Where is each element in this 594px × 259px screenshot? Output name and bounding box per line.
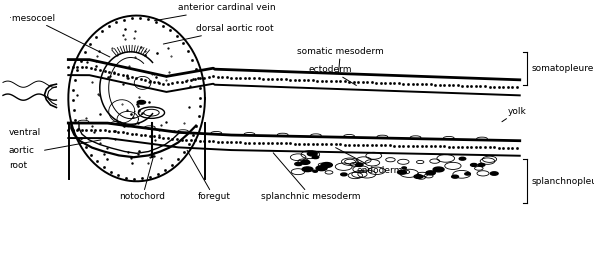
Text: notochord: notochord bbox=[119, 153, 166, 201]
Circle shape bbox=[465, 173, 470, 175]
Circle shape bbox=[307, 152, 317, 156]
Circle shape bbox=[313, 170, 317, 172]
Text: splanchnic mesoderm: splanchnic mesoderm bbox=[261, 153, 361, 201]
Circle shape bbox=[316, 166, 327, 171]
Text: root: root bbox=[9, 161, 27, 170]
Circle shape bbox=[402, 167, 406, 169]
Text: yolk: yolk bbox=[502, 107, 527, 122]
Text: anterior cardinal vein: anterior cardinal vein bbox=[154, 3, 276, 21]
Circle shape bbox=[341, 173, 347, 176]
Circle shape bbox=[414, 175, 423, 178]
Circle shape bbox=[426, 171, 435, 175]
Circle shape bbox=[312, 156, 319, 159]
Circle shape bbox=[433, 167, 444, 172]
Circle shape bbox=[295, 162, 302, 166]
Text: ectoderm: ectoderm bbox=[309, 66, 356, 85]
Circle shape bbox=[301, 160, 310, 164]
Text: splanchnopleure: splanchnopleure bbox=[532, 177, 594, 186]
Circle shape bbox=[470, 163, 477, 166]
Text: ventral: ventral bbox=[9, 128, 41, 136]
Circle shape bbox=[356, 163, 363, 167]
Circle shape bbox=[478, 163, 485, 166]
Circle shape bbox=[397, 170, 406, 174]
Circle shape bbox=[137, 100, 146, 104]
Text: endoderm: endoderm bbox=[336, 148, 403, 175]
Text: ·mesocoel: ·mesocoel bbox=[9, 14, 110, 57]
Circle shape bbox=[490, 172, 498, 175]
Circle shape bbox=[302, 167, 313, 172]
Text: somatic mesoderm: somatic mesoderm bbox=[297, 47, 384, 73]
Text: somatopleure: somatopleure bbox=[532, 64, 594, 73]
Text: foregut: foregut bbox=[187, 150, 230, 201]
Circle shape bbox=[451, 175, 459, 178]
Text: aortic: aortic bbox=[9, 146, 35, 155]
Text: dorsal aortic root: dorsal aortic root bbox=[163, 24, 274, 44]
Circle shape bbox=[321, 163, 333, 168]
Circle shape bbox=[459, 157, 466, 160]
